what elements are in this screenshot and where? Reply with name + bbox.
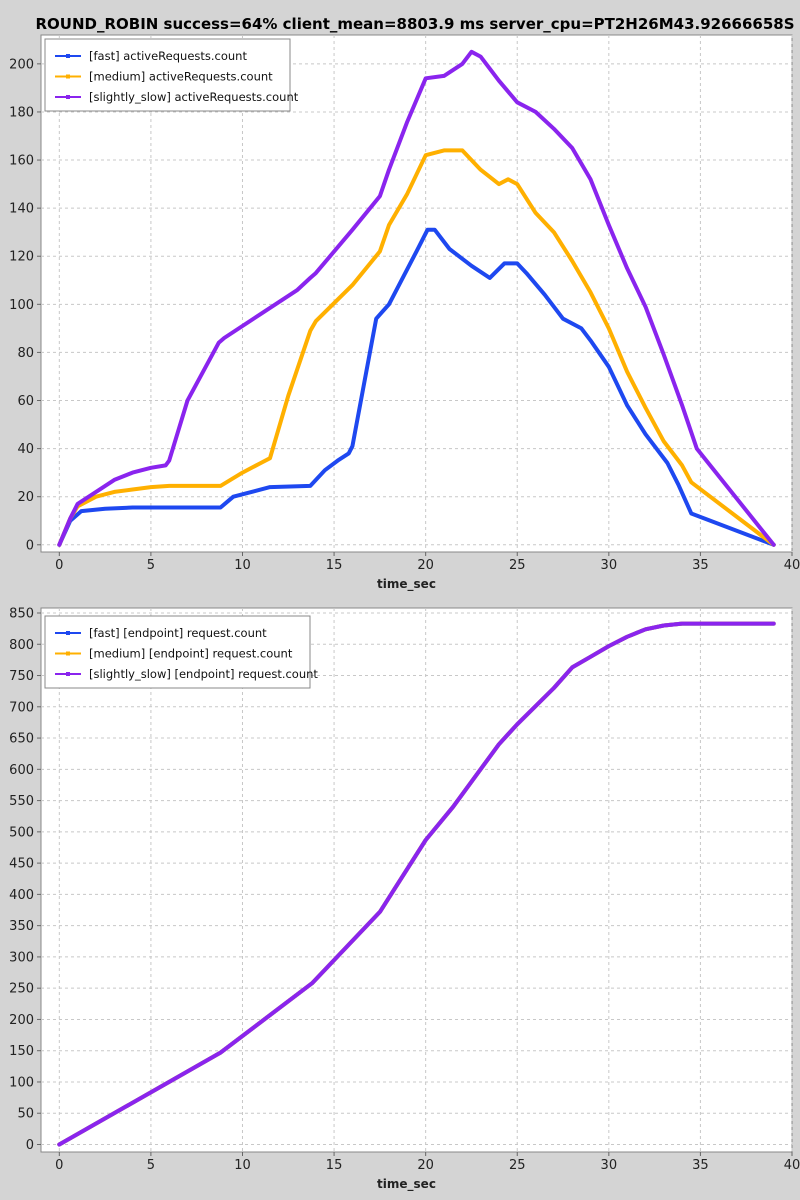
y-tick-label: 250 xyxy=(9,982,34,997)
x-tick-label: 35 xyxy=(692,558,709,573)
x-tick-label: 30 xyxy=(601,1158,618,1173)
y-tick-label: 150 xyxy=(9,1044,34,1059)
x-tick-label: 20 xyxy=(417,1158,434,1173)
y-tick-label: 800 xyxy=(9,638,34,653)
y-tick-label: 750 xyxy=(9,669,34,684)
legend-label: [slightly_slow] [endpoint] request.count xyxy=(89,667,318,681)
y-tick-label: 0 xyxy=(26,1138,34,1153)
y-tick-label: 400 xyxy=(9,888,34,903)
legend: [fast] activeRequests.count [medium] acti… xyxy=(44,38,299,112)
legend-marker xyxy=(66,74,70,79)
legend-label: [fast] [endpoint] request.count xyxy=(89,626,267,640)
chart-panel-1: 0 5 10 15 20 25 30 35 40 0 20 40 60 80 100 120 140 160 180… xyxy=(9,34,800,592)
y-tick-label: 40 xyxy=(17,442,34,457)
legend-label: [medium] activeRequests.count xyxy=(89,70,273,84)
legend-label: [slightly_slow] activeRequests.count xyxy=(89,90,299,104)
x-tick-label: 25 xyxy=(509,1158,526,1173)
x-tick-label: 40 xyxy=(784,1158,800,1173)
y-tick-label: 50 xyxy=(17,1107,34,1122)
series-line-2 xyxy=(57,148,776,547)
y-tick-label: 140 xyxy=(9,202,34,217)
y-tick-label: 200 xyxy=(9,57,34,72)
y-tick-label: 120 xyxy=(9,250,34,265)
x-tick-label: 15 xyxy=(326,1158,343,1173)
legend-box xyxy=(44,615,311,689)
legend-box xyxy=(44,38,291,112)
y-tick-label: 0 xyxy=(26,538,34,553)
x-tick-label: 10 xyxy=(234,1158,251,1173)
plot-area xyxy=(40,607,793,1153)
series-line-1 xyxy=(57,227,776,547)
y-tick-label: 80 xyxy=(17,346,34,361)
legend: [fast] [endpoint] request.count [medium] … xyxy=(44,615,318,689)
y-tick-label: 60 xyxy=(17,394,34,409)
y-tick-label: 180 xyxy=(9,105,34,120)
y-tick-label: 450 xyxy=(9,857,34,872)
x-tick-label: 40 xyxy=(784,558,800,573)
series-line-3 xyxy=(57,621,776,1147)
x-tick-label: 30 xyxy=(601,558,618,573)
series-line-3 xyxy=(57,49,776,547)
x-axis-label: time_sec xyxy=(377,577,436,592)
legend-marker xyxy=(66,95,70,99)
y-tick-label: 700 xyxy=(9,700,34,715)
x-tick-label: 10 xyxy=(234,558,251,573)
plot-area xyxy=(40,34,793,553)
legend-marker xyxy=(66,631,70,635)
legend-label: [medium] [endpoint] request.count xyxy=(89,647,293,661)
x-tick-label: 25 xyxy=(509,558,526,573)
y-tick-label: 600 xyxy=(9,763,34,778)
y-tick-label: 350 xyxy=(9,919,34,934)
y-tick-label: 550 xyxy=(9,794,34,809)
legend-label: [fast] activeRequests.count xyxy=(89,49,247,63)
chart-panel-2: 0 5 10 15 20 25 30 35 40050100150200250300350400… xyxy=(9,607,800,1192)
y-tick-label: 650 xyxy=(9,732,34,747)
y-tick-label: 500 xyxy=(9,825,34,840)
x-tick-label: 0 xyxy=(55,1158,63,1173)
y-tick-label: 160 xyxy=(9,154,34,169)
y-tick-label: 850 xyxy=(9,607,34,622)
x-axis-label: time_sec xyxy=(377,1177,436,1192)
x-tick-label: 5 xyxy=(147,1158,155,1173)
x-tick-label: 20 xyxy=(417,558,434,573)
legend-marker xyxy=(66,672,70,676)
y-tick-label: 100 xyxy=(9,298,34,313)
x-tick-label: 35 xyxy=(692,1158,709,1173)
legend-marker xyxy=(66,651,70,656)
y-tick-label: 200 xyxy=(9,1013,34,1028)
x-tick-label: 0 xyxy=(55,558,63,573)
x-tick-label: 5 xyxy=(147,558,155,573)
y-tick-label: 20 xyxy=(17,490,34,505)
y-tick-label: 100 xyxy=(9,1075,34,1090)
chart-title: ROUND_ROBIN success=64% client_mean=8803… xyxy=(35,15,794,33)
x-tick-label: 15 xyxy=(326,558,343,573)
y-tick-label: 300 xyxy=(9,950,34,965)
legend-marker xyxy=(66,54,70,58)
